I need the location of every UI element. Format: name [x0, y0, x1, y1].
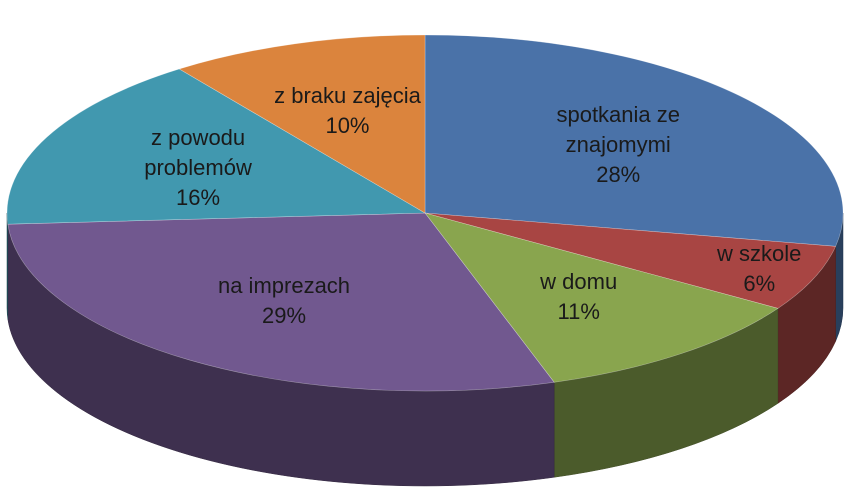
slice-label: z powodu problemów 16% — [113, 123, 283, 213]
slice — [424, 34, 844, 247]
category-label: w domu — [540, 269, 618, 295]
slice-label: z braku zajęcia 10% — [262, 81, 432, 141]
category-label: spotkania ze znajomymi — [556, 101, 680, 157]
slice — [424, 212, 837, 309]
value-label: 6% — [743, 271, 776, 297]
slice-label: na imprezach 29% — [199, 271, 369, 331]
value-label: 16% — [176, 184, 221, 210]
slice-label: w szkole 6% — [674, 239, 844, 299]
slice-label: spotkania ze znajomymi 28% — [533, 100, 703, 190]
category-label: z braku zajęcia — [274, 83, 421, 109]
category-label: z powodu problemów — [144, 124, 252, 180]
value-label: 29% — [261, 303, 307, 329]
slice — [178, 34, 426, 214]
category-label: na imprezach — [217, 273, 351, 299]
category-label: w szkole — [717, 241, 802, 267]
slice — [424, 212, 779, 383]
slice — [7, 212, 555, 392]
value-label: 28% — [596, 161, 641, 187]
slice-side — [6, 212, 9, 320]
value-label: 10% — [325, 113, 370, 139]
value-label: 11% — [557, 299, 600, 325]
slice-label: w domu 11% — [494, 267, 664, 327]
slice — [6, 68, 427, 225]
